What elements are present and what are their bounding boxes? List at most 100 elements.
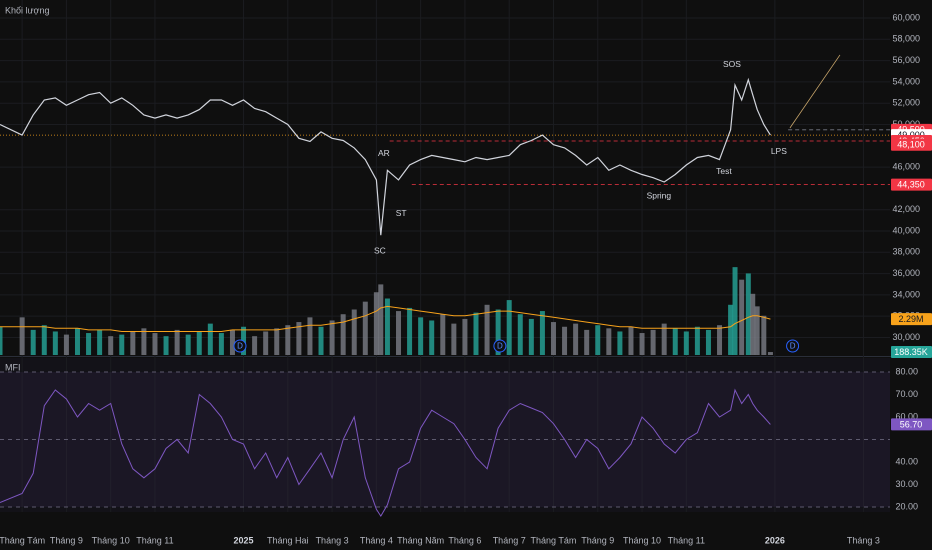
volume-bar <box>152 333 158 355</box>
volume-bar <box>86 333 92 355</box>
volume-bar <box>562 326 568 355</box>
price-tag <box>891 418 932 431</box>
volume-bar <box>584 329 590 355</box>
volume-bar <box>639 333 645 355</box>
volume-bar <box>396 311 402 355</box>
volume-bar <box>717 325 723 355</box>
volume-bar <box>119 334 125 355</box>
volume-bar <box>745 273 751 355</box>
dividend-label: D <box>237 342 243 351</box>
volume-bar <box>650 329 656 355</box>
volume-bar <box>30 329 36 355</box>
volume-bar <box>97 329 103 355</box>
price-tag <box>891 313 932 326</box>
x-tick-label: Tháng 11 <box>136 535 173 545</box>
y-tick-label: 46,000 <box>892 161 920 171</box>
volume-bar <box>506 300 512 355</box>
volume-bar <box>407 307 413 355</box>
volume-bar <box>63 334 69 355</box>
x-tick-label: Tháng 10 <box>92 535 130 545</box>
x-tick-label: Tháng Năm <box>397 535 444 545</box>
volume-bar <box>384 298 390 355</box>
volume-bar <box>141 328 147 355</box>
volume-bar <box>285 325 291 355</box>
mfi-pane <box>0 358 890 512</box>
volume-bar <box>185 334 191 355</box>
mfi-tick-label: 20.00 <box>895 501 918 511</box>
volume-bar <box>661 323 667 355</box>
dividend-label: D <box>497 342 503 351</box>
trend-line <box>789 54 841 129</box>
wyckoff-annotation: AR <box>378 148 390 158</box>
volume-bar <box>550 322 556 355</box>
price-tag <box>891 178 932 191</box>
volume-bar <box>130 331 136 355</box>
volume-bar <box>174 329 180 355</box>
volume-bar <box>307 317 313 355</box>
volume-bar <box>263 331 269 355</box>
line-series <box>0 388 771 518</box>
y-tick-label: 40,000 <box>892 225 920 235</box>
dividend-marker <box>233 339 247 353</box>
mfi-label: MFI <box>5 362 21 372</box>
volume-bar <box>694 326 700 355</box>
volume-bar <box>705 329 711 355</box>
volume-bar <box>318 326 324 355</box>
volume-bar <box>329 320 335 355</box>
x-tick-label: Tháng 7 <box>493 535 526 545</box>
volume-bar <box>606 328 612 355</box>
x-tick-label: Tháng Hai <box>267 535 309 545</box>
volume-bar <box>484 304 490 355</box>
volume-bar <box>672 328 678 355</box>
y-tick-label: 36,000 <box>892 268 920 278</box>
price-tag <box>891 138 932 151</box>
volume-bar <box>495 309 501 355</box>
dividend-marker <box>786 339 800 353</box>
volume-bar <box>739 279 745 355</box>
wyckoff-annotation: LPS <box>771 146 787 156</box>
volume-bar <box>732 267 738 355</box>
volume-bar <box>362 301 368 355</box>
x-tick-label: Tháng 9 <box>581 535 614 545</box>
price-tag-label: 48,100 <box>897 140 925 150</box>
volume-bar <box>517 314 523 355</box>
volume-bar <box>429 320 435 355</box>
y-tick-label: 58,000 <box>892 34 920 44</box>
volume-bar <box>218 333 224 355</box>
volume-bar <box>473 312 479 355</box>
volume-bar <box>296 322 302 355</box>
volume-bar <box>617 331 623 355</box>
volume-bar <box>196 331 202 355</box>
x-tick-label: Tháng 9 <box>50 535 83 545</box>
volume-bar <box>418 317 424 355</box>
wyckoff-annotation: Test <box>716 166 732 176</box>
mfi-tick-label: 80.00 <box>895 366 918 376</box>
volume-ma-line <box>0 305 771 332</box>
volume-bar <box>351 309 357 355</box>
volume-bar <box>462 318 468 355</box>
dividend-marker <box>493 339 507 353</box>
volume-bar <box>274 328 280 355</box>
volume-bar <box>628 326 634 355</box>
x-tick-label: 2025 <box>234 535 254 545</box>
y-tick-label: 34,000 <box>892 289 920 299</box>
y-tick-label: 56,000 <box>892 55 920 65</box>
volume-bar <box>378 284 384 355</box>
x-tick-label: Tháng 4 <box>360 535 393 545</box>
volume-bar <box>754 306 760 355</box>
y-tick-label: 54,000 <box>892 76 920 86</box>
volume-bar <box>761 315 767 355</box>
volume-label: Khối lượng <box>5 5 49 15</box>
volume-bar <box>108 336 114 355</box>
x-tick-label: Tháng 6 <box>448 535 481 545</box>
y-tick-label: 30,000 <box>892 332 920 342</box>
volume-bar <box>440 314 446 355</box>
x-tick-label: Tháng 3 <box>847 535 880 545</box>
volume-bar <box>595 325 601 355</box>
x-tick-label: 2026 <box>765 535 785 545</box>
wyckoff-annotation: SC <box>374 245 386 255</box>
volume-bar <box>683 331 689 355</box>
mfi-band-fill <box>0 371 890 508</box>
volume-bar <box>750 293 756 355</box>
